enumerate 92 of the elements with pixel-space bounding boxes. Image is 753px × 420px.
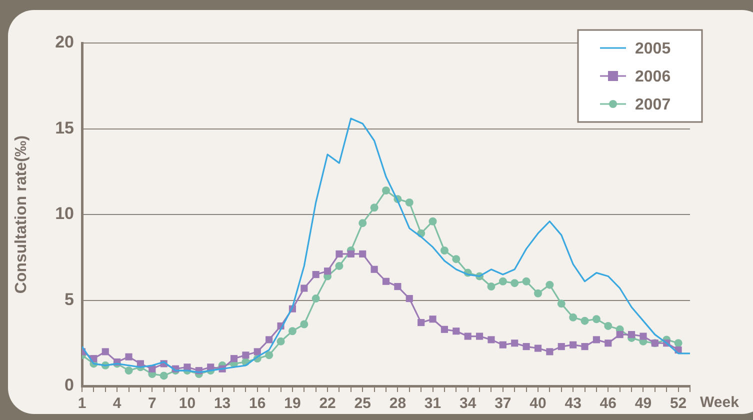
- point: [324, 268, 332, 275]
- point: [476, 332, 484, 340]
- point: [488, 336, 495, 344]
- point: [358, 219, 367, 228]
- x-tick-label: 25: [354, 395, 371, 412]
- point: [557, 300, 566, 308]
- point: [347, 250, 354, 258]
- point: [452, 255, 460, 264]
- point: [428, 217, 437, 226]
- point: [288, 327, 296, 336]
- point: [300, 284, 308, 292]
- x-tick-label: 16: [249, 395, 266, 412]
- y-tick-label: 15: [55, 118, 74, 138]
- x-tick-label: 1: [78, 395, 86, 412]
- point: [359, 250, 366, 258]
- point: [546, 348, 554, 356]
- x-tick-label: 22: [319, 395, 336, 412]
- point: [546, 280, 554, 289]
- point: [276, 337, 285, 346]
- legend-label: 2006: [635, 68, 671, 86]
- point: [674, 339, 682, 348]
- point: [628, 331, 636, 338]
- point: [184, 364, 191, 371]
- point: [510, 279, 519, 288]
- x-tick-label: 31: [424, 395, 442, 412]
- point: [616, 331, 624, 338]
- point: [604, 322, 612, 330]
- point: [522, 343, 530, 350]
- point: [569, 313, 578, 322]
- point: [558, 343, 565, 350]
- point: [300, 320, 308, 328]
- point: [429, 316, 436, 323]
- point: [382, 278, 390, 285]
- x-axis-title: Week: [700, 394, 740, 412]
- x-tick-label: 49: [634, 395, 652, 412]
- point: [604, 340, 612, 347]
- y-tick-label: 20: [55, 32, 74, 52]
- y-tick-label: 5: [64, 290, 74, 309]
- x-tick-label: 28: [389, 395, 406, 412]
- point: [370, 266, 378, 273]
- x-tick-label: 46: [600, 395, 616, 412]
- point: [487, 282, 496, 291]
- point: [125, 353, 132, 360]
- point: [230, 355, 238, 362]
- legend-label: 2007: [635, 96, 671, 114]
- x-tick-label: 37: [494, 395, 512, 412]
- point: [382, 186, 390, 194]
- point: [242, 352, 250, 359]
- point: [312, 270, 320, 278]
- point: [406, 295, 413, 302]
- x-tick-label: 40: [530, 395, 546, 412]
- point: [464, 332, 472, 340]
- y-axis-title: Consultation rate(‰): [13, 135, 30, 294]
- point: [124, 366, 133, 375]
- point: [335, 262, 344, 270]
- point: [592, 336, 600, 344]
- legend-label: 2005: [635, 40, 671, 58]
- point: [405, 198, 414, 206]
- point: [640, 332, 647, 340]
- point: [580, 316, 589, 325]
- x-tick-label: 19: [284, 395, 301, 412]
- point: [265, 351, 274, 360]
- point: [266, 336, 273, 344]
- point: [370, 204, 378, 212]
- point: [254, 348, 261, 356]
- point: [534, 344, 542, 352]
- point: [312, 294, 320, 303]
- x-tick-label: 7: [148, 395, 156, 412]
- x-tick-label: 43: [564, 395, 582, 412]
- point: [102, 348, 109, 356]
- point: [499, 341, 506, 348]
- point: [452, 328, 460, 335]
- x-tick-label: 13: [214, 395, 231, 412]
- point: [498, 277, 507, 286]
- x-tick-label: 52: [670, 395, 687, 412]
- x-tick-label: 34: [460, 395, 477, 412]
- point: [592, 315, 600, 324]
- point: [522, 277, 530, 286]
- x-tick-label: 4: [112, 395, 122, 412]
- point: [534, 289, 542, 298]
- point: [394, 282, 402, 290]
- point: [160, 372, 168, 380]
- y-tick-label: 10: [55, 204, 74, 224]
- point: [570, 341, 577, 348]
- point: [418, 319, 425, 326]
- point: [440, 326, 448, 333]
- point: [336, 250, 343, 258]
- y-tick-label: 0: [64, 376, 74, 395]
- point: [440, 246, 448, 255]
- x-tick-label: 10: [178, 395, 196, 412]
- point: [511, 340, 518, 347]
- point: [581, 343, 588, 350]
